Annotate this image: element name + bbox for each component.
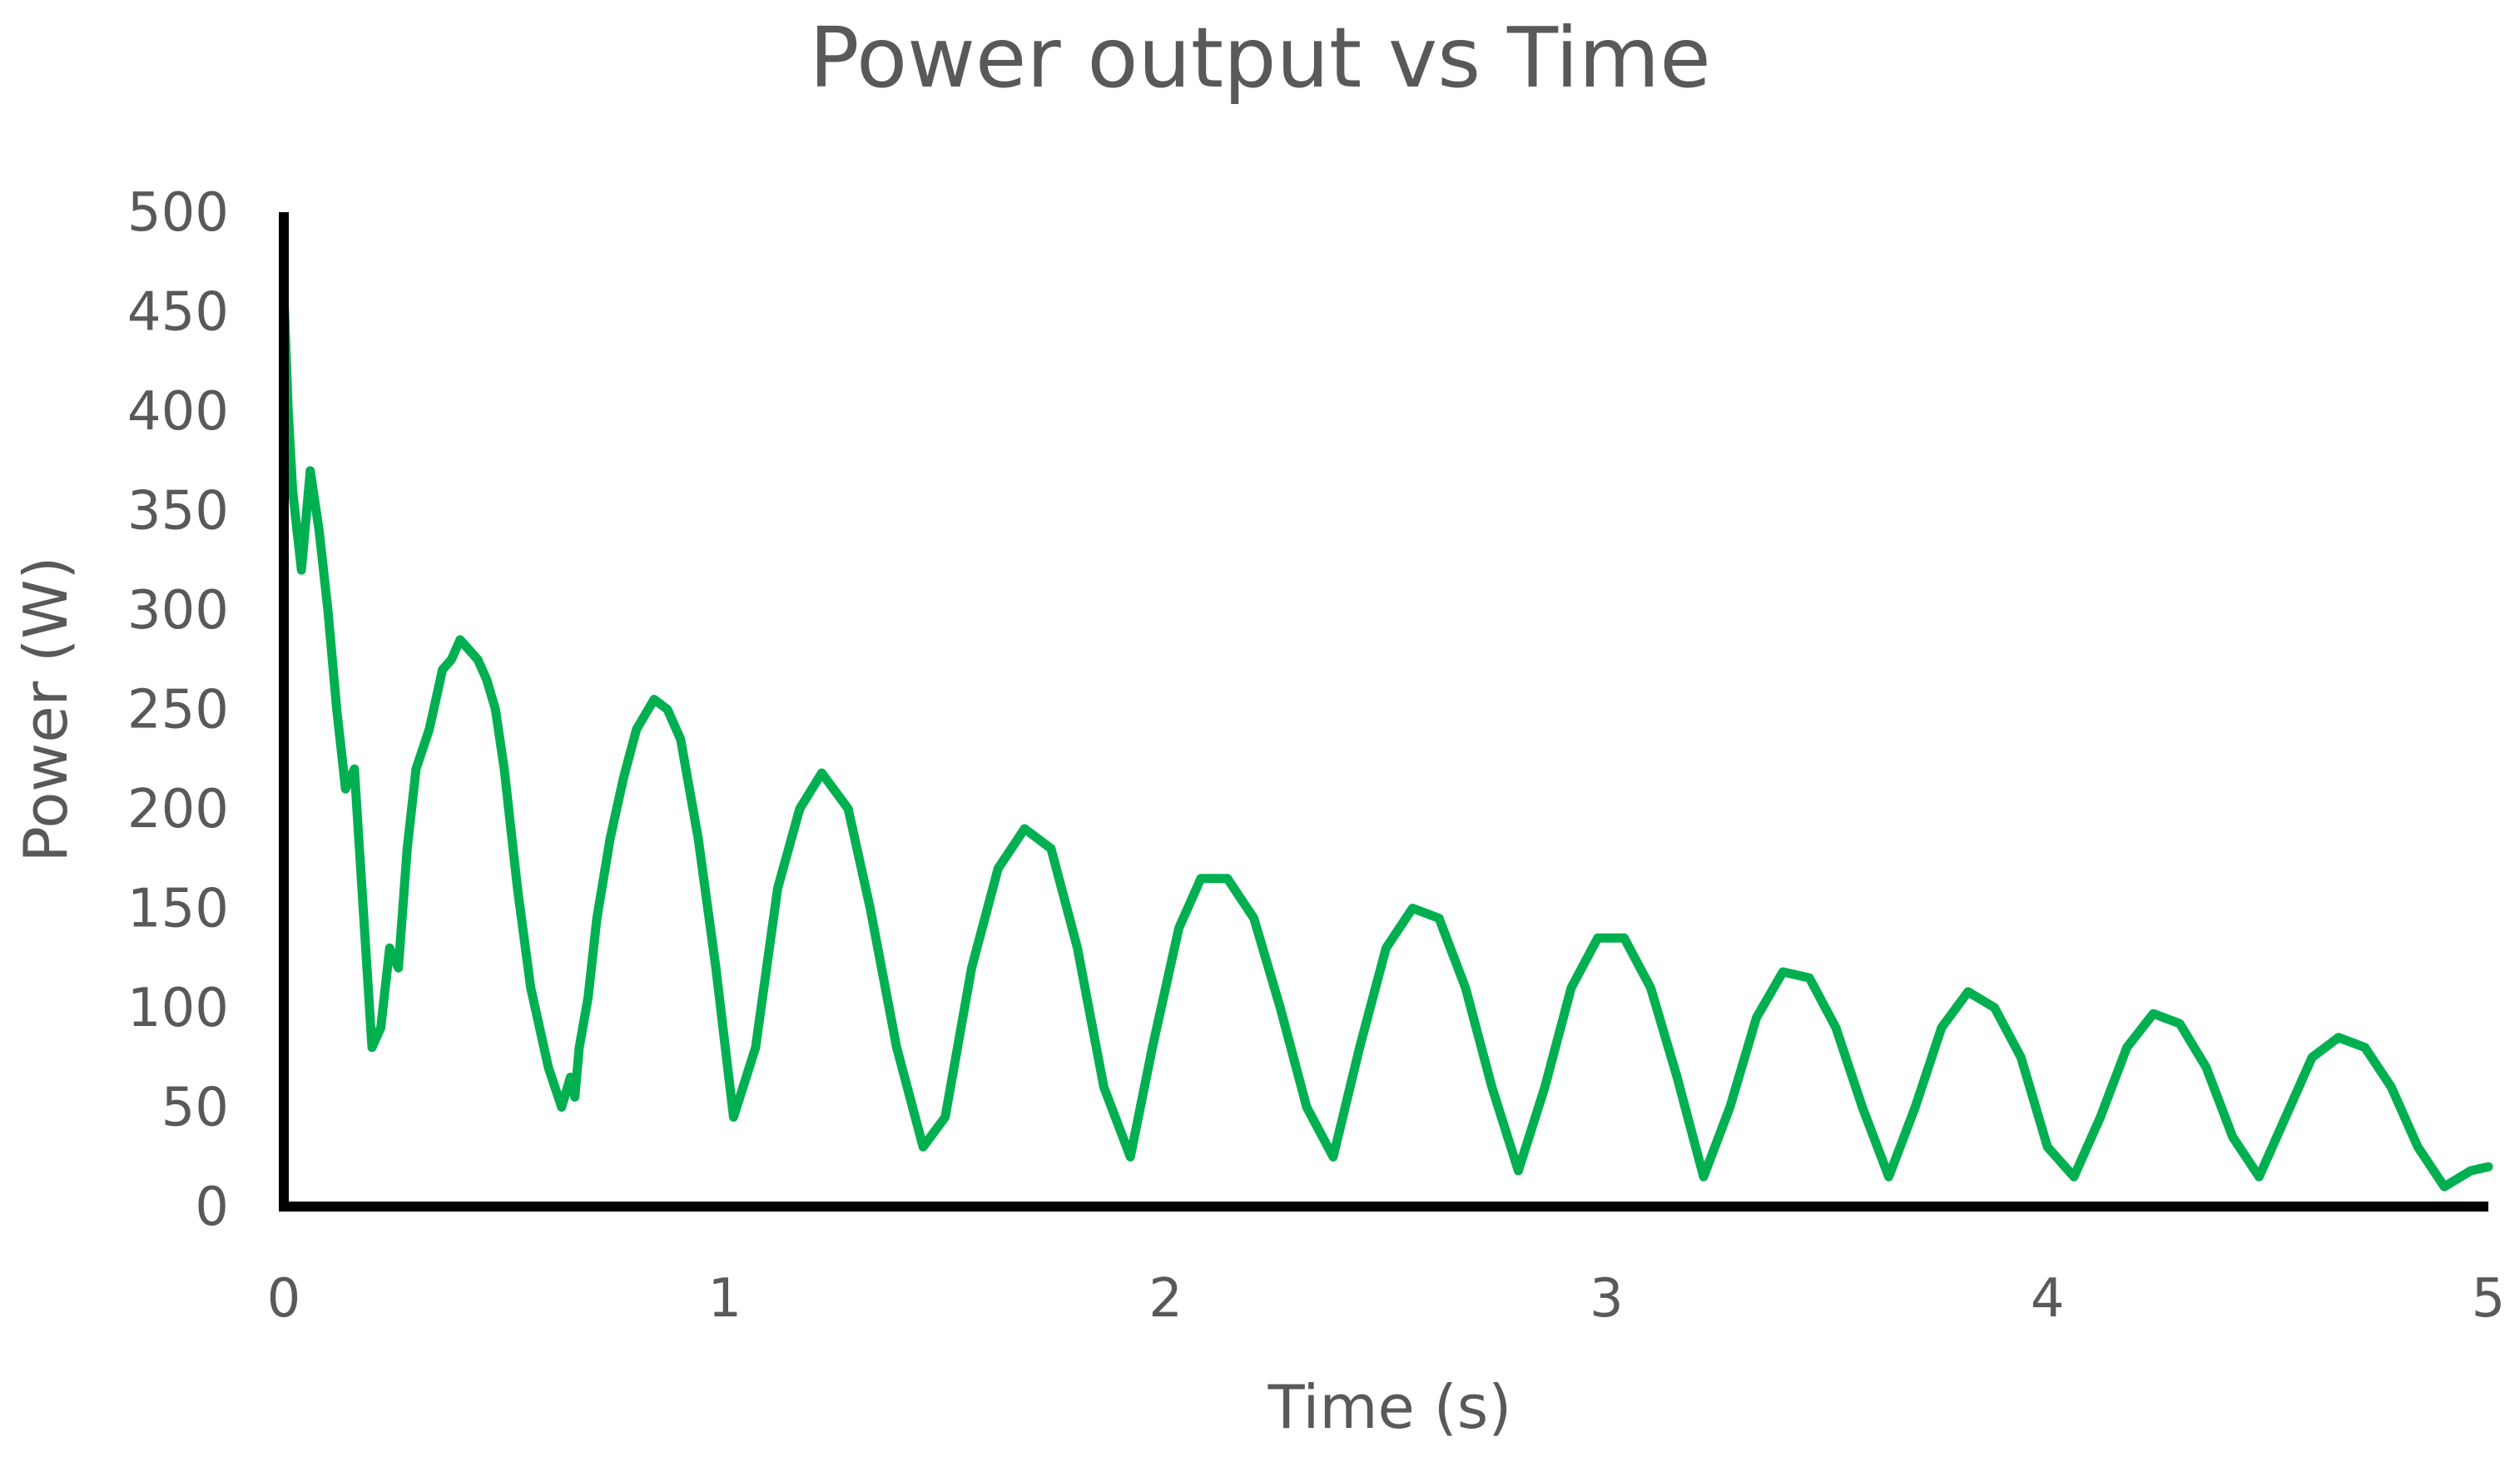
x-tick-label-3: 3 — [1590, 1268, 1624, 1330]
y-tick-label-500: 500 — [127, 182, 229, 244]
series-line-power — [279, 287, 2493, 1192]
y-tick-label-350: 350 — [127, 481, 229, 543]
x-tick-label-5: 5 — [2472, 1268, 2506, 1330]
x-tick-label-0: 0 — [267, 1268, 301, 1330]
x-tick-label-1: 1 — [707, 1268, 742, 1330]
y-tick-label-300: 300 — [127, 580, 229, 642]
y-tick-label-400: 400 — [127, 381, 229, 443]
x-tick-labels: 0 1 2 3 4 5 — [267, 1268, 2506, 1330]
x-axis-label: Time (s) — [1267, 1372, 1512, 1442]
y-tick-label-450: 450 — [127, 282, 229, 344]
x-tick-label-2: 2 — [1148, 1268, 1183, 1330]
y-tick-label-50: 50 — [161, 1078, 229, 1139]
y-tick-label-0: 0 — [195, 1177, 229, 1238]
x-tick-label-4: 4 — [2031, 1268, 2065, 1330]
y-axis-label: Power (W) — [11, 557, 81, 863]
y-tick-label-150: 150 — [127, 879, 229, 940]
y-tick-label-200: 200 — [127, 779, 229, 840]
y-tick-labels: 0 50 100 150 200 250 300 350 400 450 500 — [127, 182, 229, 1238]
y-tick-label-250: 250 — [127, 680, 229, 741]
chart-title: Power output vs Time — [809, 9, 1711, 107]
y-tick-label-100: 100 — [127, 978, 229, 1039]
